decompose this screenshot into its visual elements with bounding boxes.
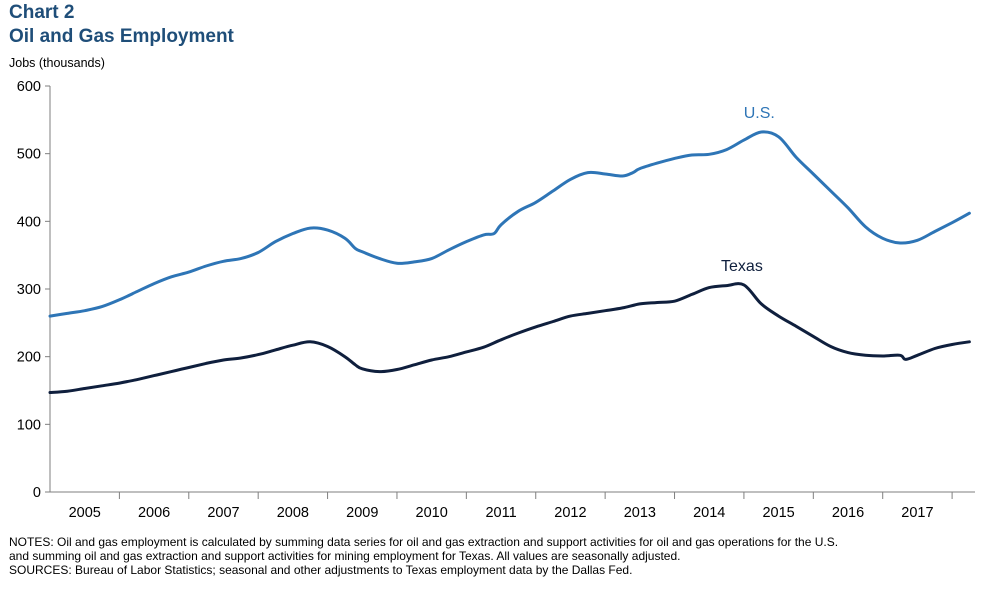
x-tick-label: 2015 <box>762 505 794 521</box>
x-tick-label: 2010 <box>416 505 448 521</box>
chart-axes: 0 100 200 300 400 500 600 2005 2006 2007 2008 2009 2… <box>17 79 975 521</box>
series-line-texas <box>48 282 971 394</box>
chart-number: Chart 2 <box>9 2 75 23</box>
x-tick-label: 2006 <box>138 505 170 521</box>
sources-line: SOURCES: Bureau of Labor Statistics; sea… <box>9 563 633 577</box>
line-chart: 0 100 200 300 400 500 600 2005 2006 2007 2008 2009 2… <box>17 79 975 521</box>
chart-title: Oil and Gas Employment <box>9 26 234 47</box>
series-label-texas: Texas <box>721 258 763 275</box>
x-tick-label: 2005 <box>69 505 101 521</box>
y-tick-label: 200 <box>17 350 41 366</box>
x-tick-label: 2014 <box>693 505 725 521</box>
x-tick-label: 2011 <box>485 505 516 521</box>
y-axis-unit-label: Jobs (thousands) <box>9 56 105 70</box>
y-tick-label: 600 <box>17 79 41 95</box>
chart-series <box>48 130 971 394</box>
x-tick-label: 2009 <box>346 505 378 521</box>
chart-annotations: U.S. Texas <box>721 105 775 275</box>
notes-line-1: NOTES: Oil and gas employment is calcula… <box>9 535 839 549</box>
x-tick-label: 2007 <box>207 505 239 521</box>
y-tick-label: 500 <box>17 147 41 163</box>
y-tick-label: 100 <box>17 417 41 433</box>
series-line-u-s <box>48 130 971 318</box>
series-label-u-s: U.S. <box>744 105 775 122</box>
x-tick-label: 2012 <box>554 505 586 521</box>
x-tick-label: 2017 <box>901 505 933 521</box>
chart-notes: NOTES: Oil and gas employment is calcula… <box>9 535 984 577</box>
x-tick-label: 2008 <box>277 505 309 521</box>
x-tick-label: 2016 <box>832 505 864 521</box>
x-tick-label: 2013 <box>624 505 656 521</box>
notes-line-2: and summing oil and gas extraction and s… <box>9 549 681 563</box>
y-tick-label: 300 <box>17 282 41 298</box>
y-tick-label: 0 <box>33 485 41 501</box>
y-tick-label: 400 <box>17 214 41 230</box>
